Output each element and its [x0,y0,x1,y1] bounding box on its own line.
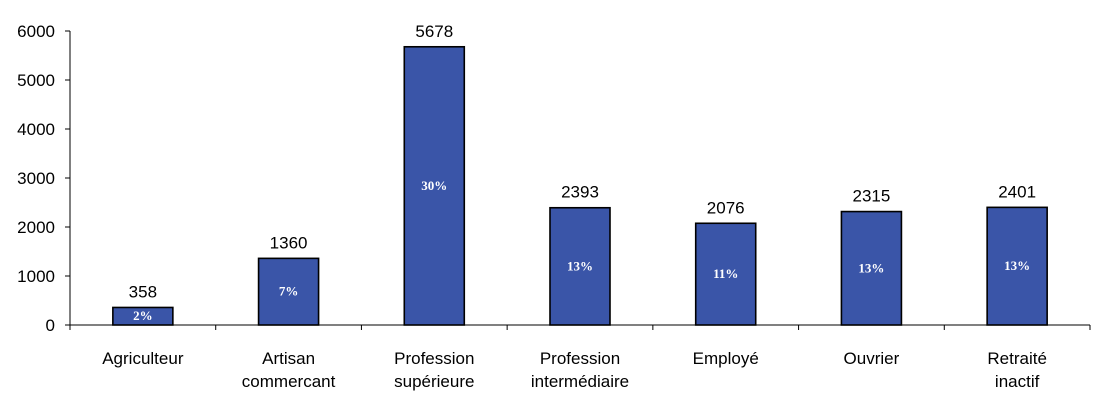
bar [257,257,320,326]
category-label-line: Profession [394,349,474,368]
y-tick-label: 3000 [17,169,55,188]
category-label: Employé [693,349,759,368]
percent-label: 2% [133,308,153,323]
value-label: 1360 [270,233,308,252]
percent-label: 30% [421,178,447,193]
category-label: Retraité inactif [987,349,1047,391]
bars [112,45,1048,326]
y-tick-label: 1000 [17,267,55,286]
bar [694,222,757,326]
value-label: 358 [129,282,157,301]
category-label-line: intermédiaire [531,372,629,391]
category-label-line: Retraité [987,349,1047,368]
category-label-line: supérieure [394,372,474,391]
bar [549,206,611,326]
value-label: 2076 [707,198,745,217]
category-label-line: commercant [242,372,336,391]
value-label: 2401 [998,182,1036,201]
bar [840,210,903,326]
percent-label: 7% [279,284,299,299]
category-label-line: Artisan [262,349,315,368]
percent-label: 13% [567,258,593,273]
category-label: Ouvrier [844,349,900,368]
y-tick-label: 4000 [17,120,55,139]
category-label-line: Agriculteur [102,349,184,368]
category-label-line: Employé [693,349,759,368]
value-label: 2393 [561,183,599,202]
y-tick-label: 5000 [17,71,55,90]
value-label: 2315 [853,187,891,206]
y-axis: 0 1000 2000 3000 4000 5000 6000 [17,22,71,335]
category-label: Agriculteur [102,349,184,368]
bar [112,306,174,326]
percent-label: 13% [858,260,884,275]
category-label-line: Ouvrier [844,349,900,368]
bar [986,206,1048,326]
y-tick-label: 0 [46,316,55,335]
category-label-line: Profession [540,349,620,368]
x-axis: Agriculteur Artisan commercant Profession su… [69,324,1091,391]
data-labels: 358 2% 1360 7% 5678 30% 2393 13% 2076 11% 2315 13% 2… [129,22,1036,323]
category-label: Profession intermédiaire [531,349,629,391]
percent-label: 13% [1004,258,1030,273]
percent-label: 11% [713,266,738,281]
bar [403,45,466,326]
category-label: Profession supérieure [394,349,474,391]
y-tick-label: 2000 [17,218,55,237]
y-tick-label: 6000 [17,22,55,41]
value-label: 5678 [415,22,453,41]
category-label: Artisan commercant [242,349,336,391]
category-label-line: inactif [995,372,1040,391]
